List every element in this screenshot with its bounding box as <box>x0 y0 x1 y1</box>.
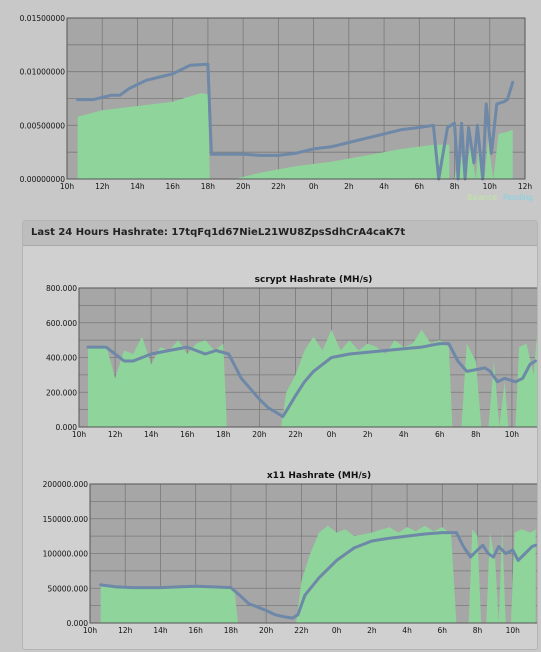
x-tick-label: 18h <box>216 430 231 439</box>
legend-pending: Pending <box>503 193 533 202</box>
y-tick-label: 200.000 <box>46 388 77 397</box>
hashrate-panel: Last 24 Hours Hashrate: 17tqFq1d67NieL21… <box>22 220 538 650</box>
hashrate-panel-header: Last 24 Hours Hashrate: 17tqFq1d67NieL21… <box>23 221 537 246</box>
balance-chart-svg: 10h 12h 14h 16h 18h 20h 22h 0h 2h 4h 6h 8h 10h 12h 0.0… <box>20 14 534 202</box>
x-tick-label: 10h <box>505 430 520 439</box>
x-tick-label: 14h <box>153 626 168 635</box>
area-series <box>88 329 537 427</box>
y-tick-label: 600.000 <box>46 319 77 328</box>
legend-balance: Balance <box>467 193 497 202</box>
y-tick-label: 400.000 <box>46 354 77 363</box>
x-tick-label: 18h <box>201 182 216 191</box>
line-series <box>76 62 515 181</box>
x-tick-label: 0h <box>309 182 319 191</box>
x-tick-label: 10h <box>60 182 75 191</box>
x-tick-label: 10h <box>483 182 498 191</box>
balance-chart: 10h 12h 14h 16h 18h 20h 22h 0h 2h 4h 6h 8h 10h 12h 0.0… <box>0 0 541 210</box>
x-tick-label: 16h <box>180 430 195 439</box>
x-tick-label: 20h <box>236 182 251 191</box>
x-tick-label: 20h <box>252 430 267 439</box>
x-tick-label: 18h <box>224 626 239 635</box>
y-tick-label: 800.000 <box>46 284 77 293</box>
x-tick-label: 16h <box>166 182 181 191</box>
chart-title: x11 Hashrate (MH/s) <box>267 471 371 481</box>
x-tick-label: 14h <box>130 182 145 191</box>
x-tick-label: 22h <box>271 182 286 191</box>
x-tick-label: 4h <box>379 182 389 191</box>
x-tick-label: 22h <box>288 430 303 439</box>
x-tick-label: 8h <box>473 626 483 635</box>
x-tick-label: 0h <box>332 626 342 635</box>
plot-border <box>89 483 537 624</box>
x-tick-label: 8h <box>450 182 460 191</box>
y-tick-label: 0.01500000 <box>20 14 66 23</box>
x-tick-label: 4h <box>402 626 412 635</box>
x-tick-label: 12h <box>118 626 133 635</box>
x-tick-label: 2h <box>344 182 354 191</box>
plot-border <box>66 17 526 180</box>
x-tick-label: 6h <box>438 626 448 635</box>
y-tick-label: 0.000 <box>67 619 89 628</box>
line-series <box>99 531 537 620</box>
x-tick-label: 8h <box>471 430 481 439</box>
x-tick-label: 0h <box>327 430 337 439</box>
y-tick-label: 50000.000 <box>47 584 88 593</box>
x-tick-label: 22h <box>294 626 309 635</box>
x-tick-label: 10h <box>506 626 521 635</box>
y-tick-label: 0.00500000 <box>20 121 66 130</box>
y-tick-label: 0.00000000 <box>20 175 66 184</box>
scrypt-hashrate-chart: scrypt Hashrate (MH/s) 10h 12h 14h 16h 18h 20h… <box>46 275 537 439</box>
x-tick-label: 12h <box>518 182 533 191</box>
line-series <box>86 342 537 419</box>
x-tick-label: 6h <box>435 430 445 439</box>
chart-title: scrypt Hashrate (MH/s) <box>255 275 373 285</box>
x-tick-label: 20h <box>259 626 274 635</box>
x-tick-label: 12h <box>108 430 123 439</box>
y-tick-label: 150000.000 <box>43 515 89 524</box>
x-tick-label: 2h <box>367 626 377 635</box>
area-series <box>100 525 536 623</box>
x11-hashrate-chart: x11 Hashrate (MH/s) 10h 12h 14h 16h 18h 20h 22h… <box>43 471 537 635</box>
y-tick-label: 0.000 <box>56 423 78 432</box>
y-tick-label: 200000.000 <box>43 480 89 489</box>
y-tick-label: 100000.000 <box>43 550 89 559</box>
x-tick-label: 16h <box>189 626 204 635</box>
y-tick-label: 0.01000000 <box>20 68 66 77</box>
x-tick-label: 2h <box>363 430 373 439</box>
x-tick-label: 6h <box>415 182 425 191</box>
area-series <box>77 93 513 179</box>
x-tick-label: 10h <box>83 626 98 635</box>
x-tick-label: 10h <box>72 430 87 439</box>
x-tick-label: 12h <box>95 182 110 191</box>
plot-border <box>78 287 537 428</box>
x-tick-label: 14h <box>144 430 159 439</box>
x-tick-label: 4h <box>399 430 409 439</box>
